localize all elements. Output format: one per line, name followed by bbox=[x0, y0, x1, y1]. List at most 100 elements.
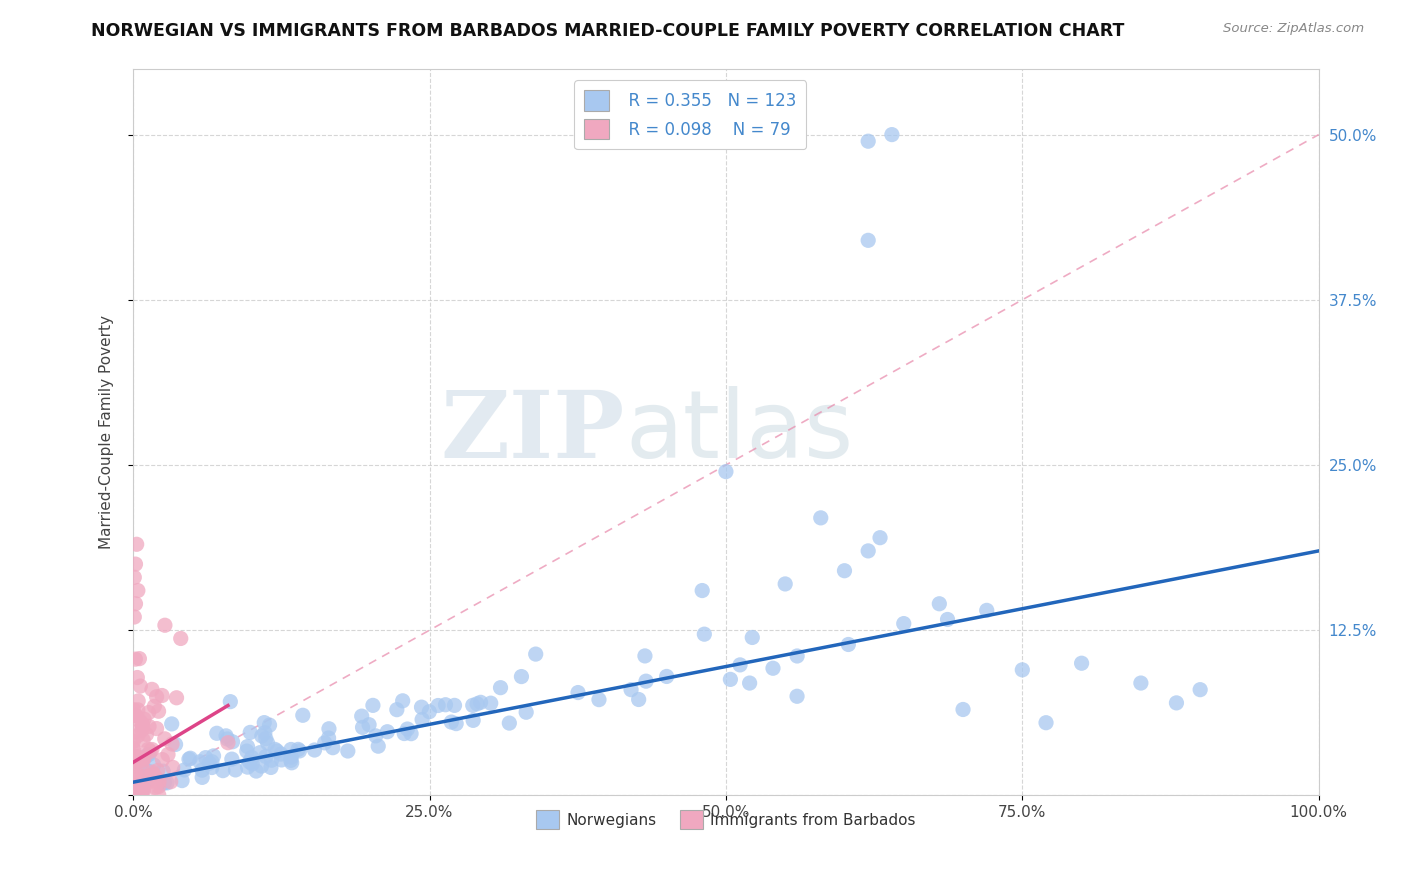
Point bbox=[131, 759, 153, 773]
Point bbox=[434, 698, 457, 712]
Point bbox=[153, 775, 176, 789]
Point bbox=[153, 731, 176, 746]
Point bbox=[856, 134, 879, 148]
Point bbox=[136, 747, 159, 762]
Point bbox=[399, 727, 422, 741]
Point bbox=[869, 531, 891, 545]
Point bbox=[280, 750, 302, 764]
Point bbox=[418, 705, 440, 719]
Point bbox=[236, 760, 259, 774]
Point bbox=[179, 751, 201, 765]
Point bbox=[266, 744, 288, 758]
Point bbox=[146, 764, 169, 778]
Point bbox=[259, 718, 281, 732]
Point bbox=[253, 715, 276, 730]
Point bbox=[215, 729, 238, 743]
Point bbox=[217, 731, 239, 746]
Point bbox=[287, 742, 309, 756]
Point bbox=[131, 717, 153, 731]
Point bbox=[141, 742, 163, 756]
Point bbox=[443, 698, 465, 713]
Point bbox=[143, 699, 166, 714]
Point bbox=[128, 714, 150, 728]
Point bbox=[162, 760, 184, 774]
Point bbox=[411, 713, 433, 727]
Point bbox=[145, 690, 167, 704]
Point bbox=[201, 755, 224, 769]
Point bbox=[264, 742, 287, 756]
Point bbox=[131, 719, 153, 733]
Point bbox=[270, 747, 292, 761]
Point bbox=[762, 661, 785, 675]
Point bbox=[127, 776, 149, 790]
Point bbox=[461, 698, 484, 713]
Point bbox=[159, 774, 181, 789]
Point bbox=[132, 752, 155, 766]
Point bbox=[131, 784, 153, 798]
Point bbox=[141, 774, 163, 789]
Point bbox=[201, 760, 224, 774]
Point bbox=[1129, 676, 1152, 690]
Point bbox=[152, 764, 174, 779]
Point bbox=[240, 750, 263, 764]
Point bbox=[856, 233, 879, 247]
Point bbox=[239, 725, 262, 739]
Point bbox=[318, 722, 340, 736]
Point bbox=[148, 704, 170, 718]
Point bbox=[124, 708, 146, 723]
Point bbox=[212, 764, 235, 778]
Point bbox=[128, 785, 150, 799]
Point bbox=[173, 763, 195, 777]
Point bbox=[270, 753, 292, 767]
Point bbox=[125, 776, 148, 790]
Legend: Norwegians, Immigrants from Barbados: Norwegians, Immigrants from Barbados bbox=[530, 805, 922, 835]
Point bbox=[128, 651, 150, 665]
Point bbox=[124, 772, 146, 787]
Point bbox=[128, 752, 150, 766]
Point bbox=[156, 776, 179, 790]
Point bbox=[786, 648, 808, 663]
Point bbox=[515, 705, 537, 719]
Point bbox=[385, 703, 408, 717]
Point bbox=[288, 744, 311, 758]
Point bbox=[198, 756, 221, 771]
Point bbox=[240, 756, 263, 771]
Point bbox=[620, 682, 643, 697]
Point bbox=[142, 758, 165, 772]
Point bbox=[166, 690, 188, 705]
Point bbox=[122, 750, 145, 764]
Point bbox=[936, 612, 959, 626]
Point bbox=[690, 583, 713, 598]
Point bbox=[153, 618, 176, 632]
Point bbox=[160, 717, 183, 731]
Point bbox=[145, 780, 167, 795]
Point bbox=[170, 632, 193, 646]
Point bbox=[124, 725, 146, 739]
Point bbox=[773, 577, 796, 591]
Point bbox=[156, 747, 179, 762]
Point bbox=[1011, 663, 1033, 677]
Point bbox=[810, 511, 832, 525]
Point bbox=[141, 682, 163, 697]
Point bbox=[131, 772, 153, 787]
Point bbox=[138, 742, 160, 756]
Point bbox=[254, 731, 277, 746]
Point bbox=[260, 753, 283, 767]
Point bbox=[124, 708, 146, 723]
Point bbox=[138, 764, 160, 778]
Point bbox=[134, 750, 156, 764]
Point bbox=[728, 657, 751, 672]
Point bbox=[135, 727, 157, 741]
Point bbox=[146, 775, 169, 789]
Point bbox=[134, 712, 156, 726]
Point bbox=[498, 716, 520, 731]
Point bbox=[893, 616, 915, 631]
Point bbox=[856, 544, 879, 558]
Point bbox=[260, 760, 283, 774]
Point bbox=[122, 708, 145, 723]
Point bbox=[254, 749, 277, 764]
Point bbox=[928, 597, 950, 611]
Point bbox=[880, 128, 903, 142]
Point bbox=[952, 702, 974, 716]
Point bbox=[253, 725, 276, 739]
